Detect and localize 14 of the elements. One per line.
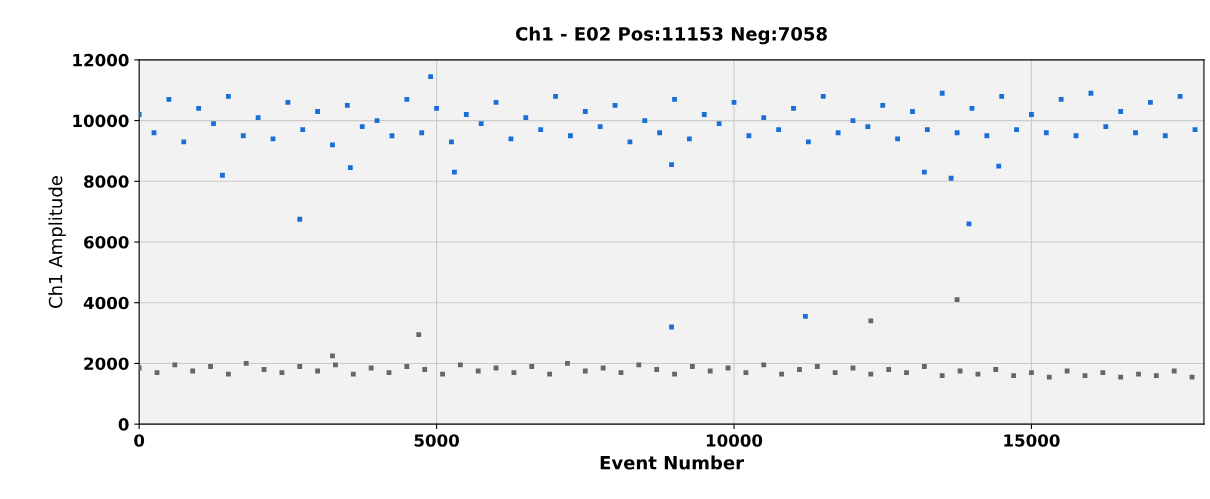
y-tick-label: 4000 (83, 296, 129, 310)
y-axis-title: Ch1 Amplitude (48, 176, 66, 308)
chart-title: Ch1 - E02 Pos:11153 Neg:7058 (515, 26, 827, 45)
y-tick-label: 10000 (73, 114, 129, 128)
y-tick-label: 2000 (84, 357, 129, 371)
y-tick-label: 0 (118, 418, 129, 431)
y-tick-label: 6000 (84, 235, 129, 249)
y-tick-label: 12000 (73, 53, 129, 67)
x-axis-title: Event Number (600, 455, 744, 470)
x-tick-label: 15000 (1004, 434, 1060, 447)
y-tick-label: 8000 (84, 175, 129, 188)
x-tick-label: 0 (134, 434, 145, 447)
x-tick-label: 5000 (414, 434, 459, 447)
x-tick-label: 10000 (706, 434, 763, 447)
